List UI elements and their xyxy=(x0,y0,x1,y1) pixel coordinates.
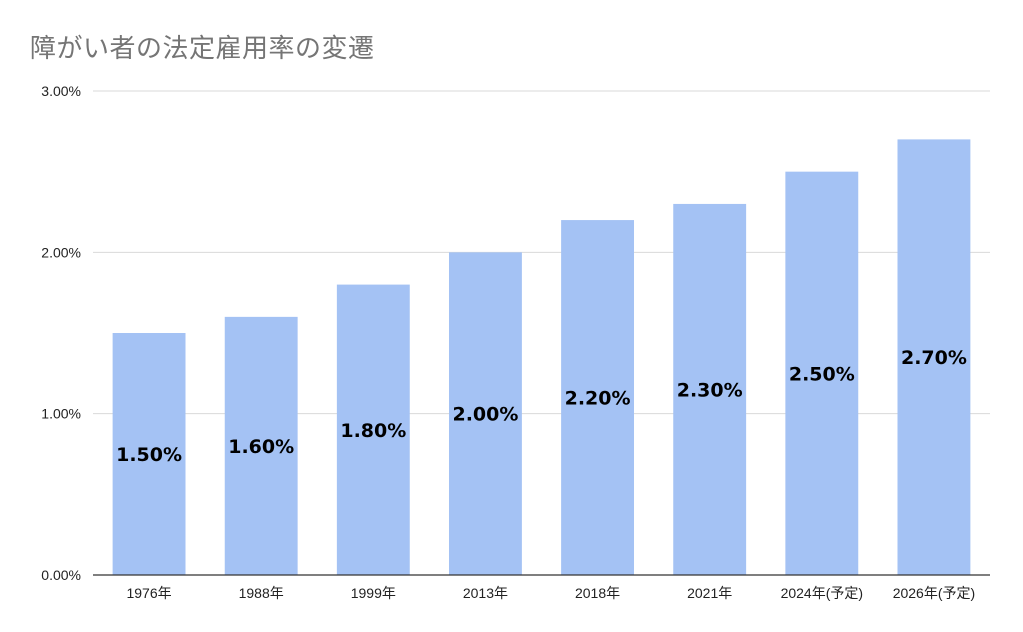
y-tick-label: 2.00% xyxy=(41,244,81,260)
data-label: 1.50% xyxy=(116,444,182,466)
x-tick-label: 1988年 xyxy=(239,585,284,601)
x-tick-label: 2024年(予定) xyxy=(781,585,863,601)
data-label: 2.30% xyxy=(677,379,743,401)
x-tick-label: 2018年 xyxy=(575,585,620,601)
data-label: 1.80% xyxy=(340,420,406,442)
bar xyxy=(112,333,186,575)
bar xyxy=(561,220,635,576)
bar xyxy=(897,139,971,575)
y-tick-label: 1.00% xyxy=(41,406,81,422)
data-label: 2.00% xyxy=(452,404,518,426)
bar xyxy=(448,252,522,576)
chart-title: 障がい者の法定雇用率の変遷 xyxy=(30,34,375,64)
data-label: 2.20% xyxy=(565,388,631,410)
bar xyxy=(336,284,410,575)
data-label: 2.70% xyxy=(901,347,967,369)
bar xyxy=(673,203,747,575)
x-tick-label: 1976年 xyxy=(126,585,171,601)
x-tick-label: 2013年 xyxy=(463,585,508,601)
data-label: 1.60% xyxy=(228,436,294,458)
y-tick-label: 3.00% xyxy=(41,83,81,99)
data-label: 2.50% xyxy=(789,363,855,385)
bar xyxy=(785,171,859,575)
x-tick-label: 2021年 xyxy=(687,585,732,601)
x-tick-label: 2026年(予定) xyxy=(893,585,975,601)
y-tick-label: 0.00% xyxy=(41,567,81,583)
bar xyxy=(224,316,298,575)
x-tick-label: 1999年 xyxy=(351,585,396,601)
